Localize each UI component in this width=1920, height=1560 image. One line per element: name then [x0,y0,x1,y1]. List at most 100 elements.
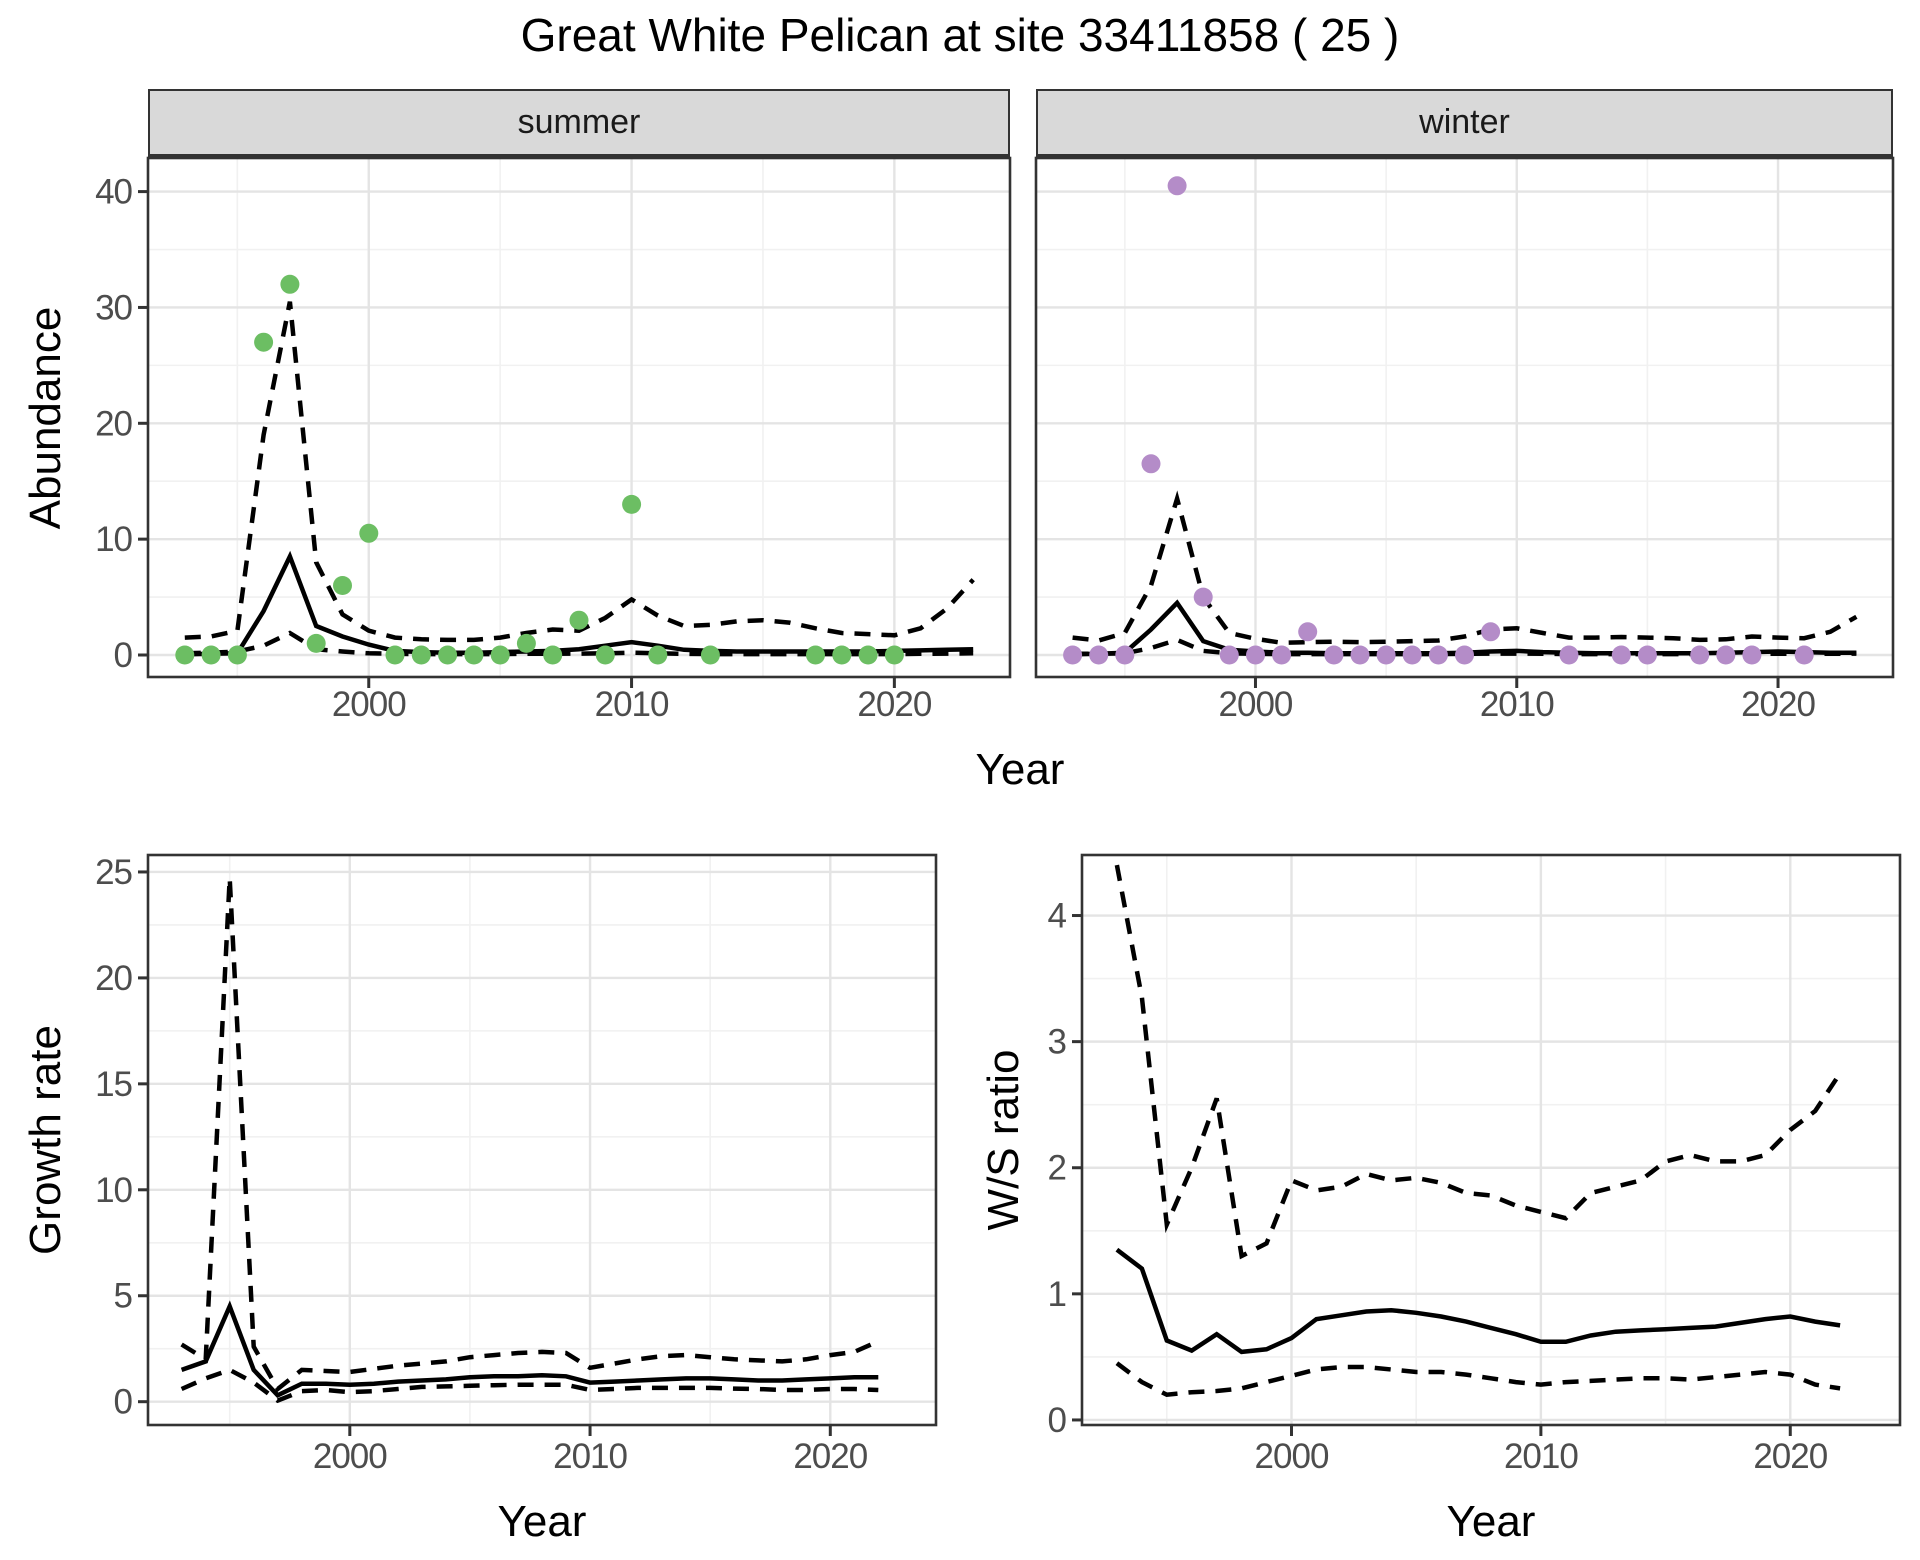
data-point [359,523,379,543]
data-point [1298,622,1318,642]
data-point [1559,645,1579,665]
data-point [175,645,195,665]
x-tick-label: 2020 [793,1437,867,1476]
ws_ratio-upper_ci-line [1114,864,1842,1260]
chart-title: Great White Pelican at site 33411858 ( 2… [520,9,1400,61]
data-point [1350,645,1370,665]
x-tick-label: 2000 [1255,1437,1329,1476]
y-tick-label: 10 [95,520,132,559]
x-axis-label-growth: Year [497,1497,587,1546]
y-tick-label: 20 [95,959,132,998]
y-tick-label: 0 [1048,1401,1067,1440]
data-point [490,645,510,665]
data-point [1611,645,1631,665]
ws_ratio-mean-line [1115,1247,1841,1355]
panel-background [148,158,1010,677]
data-point [569,610,589,630]
y-axis-label-ws-ratio: W/S ratio [979,1049,1028,1231]
data-point [254,332,274,352]
data-point [648,645,668,665]
growth_rate-upper_ci-line [180,878,880,1393]
data-point [884,645,904,665]
panel-border [146,156,1012,679]
x-tick-label: 2020 [857,685,931,724]
panel-border [146,853,938,1427]
y-tick-label: 15 [95,1065,132,1104]
y-tick-label: 5 [114,1277,132,1316]
growth_rate-lower_ci-line [180,1367,879,1404]
data-point [1167,176,1187,196]
data-point [1637,645,1657,665]
y-tick-label: 1 [1048,1275,1066,1314]
abundance_summer-points [175,274,904,665]
x-tick-label: 2020 [1741,685,1815,724]
panel-abundance_summer: 2000 2010 2020 0 10 20 30 40 [95,156,1012,724]
panel-abundance_winter: 2000 2010 2020 [1034,156,1895,724]
x-tick-label: 2000 [313,1437,387,1476]
y-tick-label: 4 [1048,897,1067,936]
data-point [858,645,878,665]
x-tick-label: 2010 [595,685,669,724]
facet-strip-winter: winter [1036,89,1893,159]
panel-border [1080,853,1902,1427]
data-point [385,645,405,665]
axis-ticks: 2000 2010 2020 [1219,677,1816,724]
y-tick-label: 3 [1048,1023,1066,1062]
data-point [1481,622,1501,642]
y-tick-label: 20 [95,404,132,443]
data-point [595,645,615,665]
data-point [1716,645,1736,665]
facet-strip-summer-label: summer [517,103,641,141]
data-point [280,274,300,294]
data-point [1690,645,1710,665]
x-axis-label-ws: Year [1446,1497,1536,1546]
axis-ticks: 2000 2010 2020 0 1 2 3 4 [1048,897,1829,1476]
data-point [1246,645,1265,665]
data-point [1376,645,1396,665]
data-point [622,494,642,514]
y-tick-label: 40 [95,173,132,212]
data-point [1324,645,1344,665]
panel-border [1034,156,1895,679]
data-point [1141,454,1161,474]
data-point [700,645,720,665]
y-axis-label-abundance: Abundance [21,306,70,530]
gridlines [1036,158,1893,677]
data-point [438,645,458,665]
axis-ticks: 2000 2010 2020 0 10 20 30 40 [95,173,933,724]
data-point [1742,645,1762,665]
x-tick-label: 2010 [1480,685,1554,724]
data-point [411,645,431,665]
data-point [306,633,326,653]
y-tick-label: 30 [95,288,132,327]
data-point [1272,645,1292,665]
abundance_summer-upper_ci-line [184,301,975,643]
y-tick-label: 10 [95,1171,132,1210]
growth_rate-mean-line [180,1300,879,1399]
axis-ticks: 2000 2010 2020 0 5 10 15 20 25 [95,853,869,1476]
x-axis-label-top: Year [975,745,1065,794]
gridlines [148,158,1010,677]
panel-growth_rate: 2000 2010 2020 0 5 10 15 20 25 [95,853,938,1476]
data-point [1794,645,1814,665]
gridlines [148,855,936,1425]
y-tick-label: 25 [95,853,132,892]
x-tick-label: 2010 [1504,1437,1578,1476]
abundance_winter-points [1063,176,1814,665]
y-tick-label: 2 [1048,1149,1066,1188]
panel-background [1036,158,1893,677]
y-tick-label: 0 [114,636,133,675]
data-point [543,645,563,665]
x-tick-label: 2020 [1753,1437,1827,1476]
data-point [1115,645,1135,665]
data-point [1063,645,1083,665]
data-point [1193,587,1213,607]
x-tick-label: 2000 [332,685,406,724]
data-point [1219,645,1239,665]
data-point [1089,645,1109,665]
x-tick-label: 2000 [1219,685,1293,724]
x-tick-label: 2010 [553,1437,627,1476]
panel-ws_ratio: 2000 2010 2020 0 1 2 3 4 [1048,853,1902,1476]
